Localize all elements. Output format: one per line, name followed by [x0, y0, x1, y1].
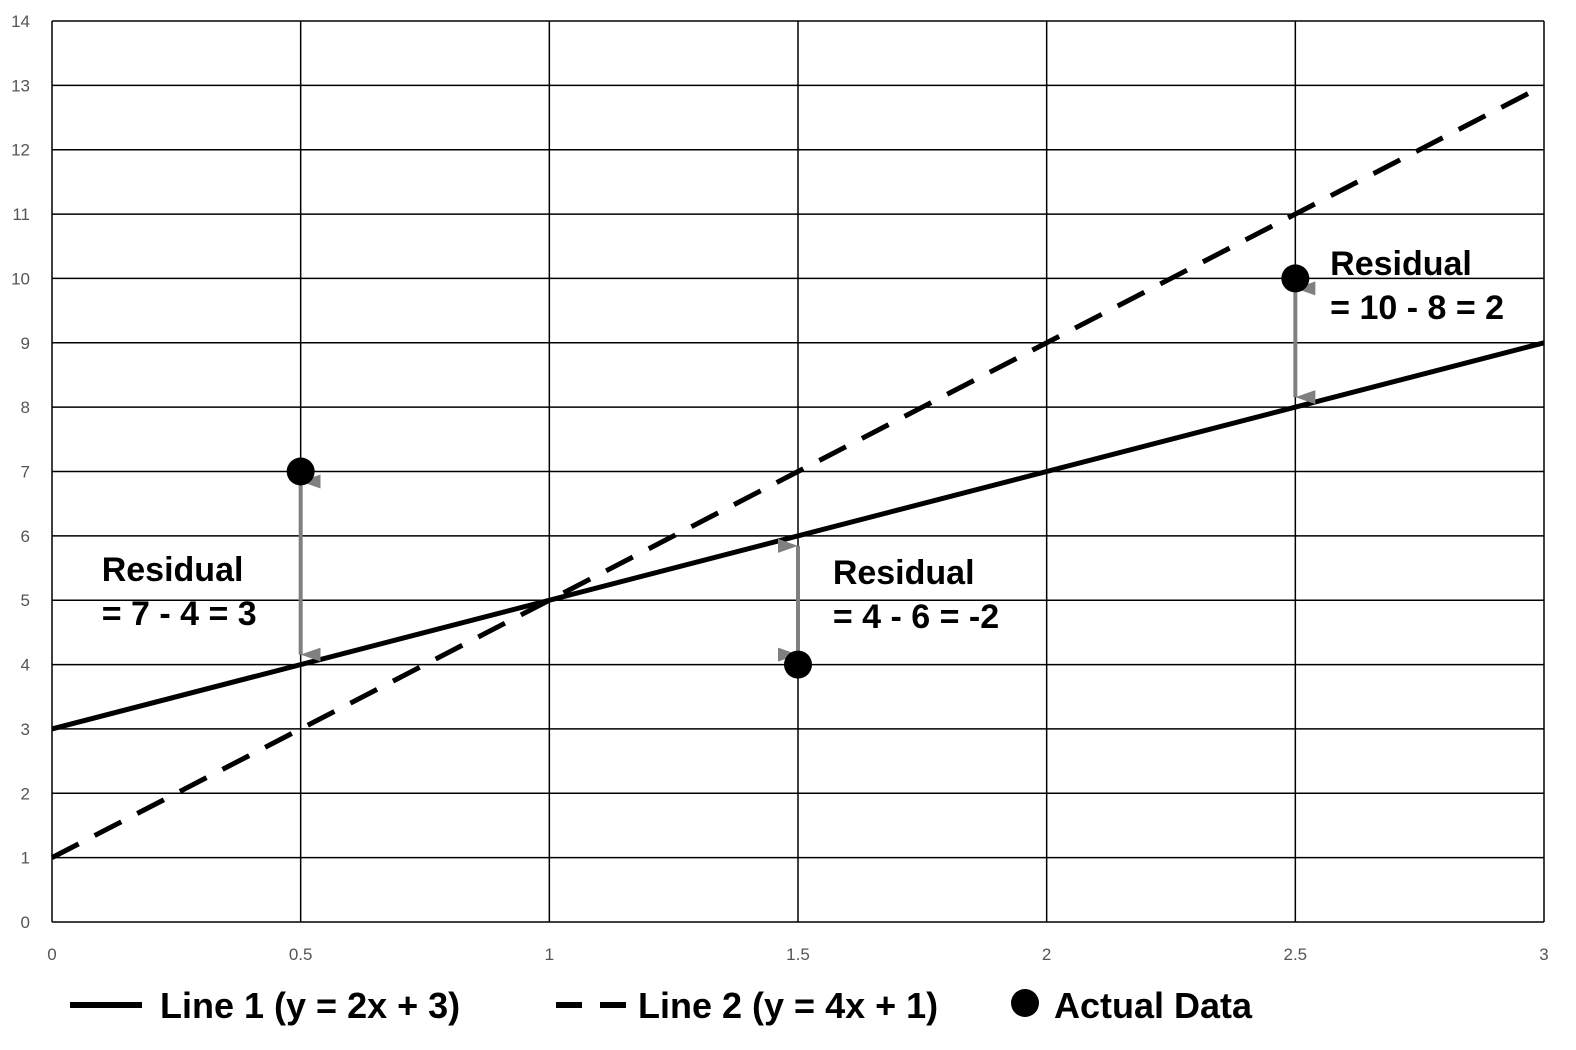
- y-tick-label: 13: [11, 76, 30, 95]
- y-tick-label: 10: [11, 269, 30, 288]
- residual-arrows: [298, 281, 1316, 662]
- y-tick-label: 7: [21, 463, 30, 482]
- data-point: [784, 650, 812, 679]
- series-line-2: [50, 83, 1546, 860]
- y-tick-label: 1: [21, 849, 30, 868]
- legend-swatch-actual-data: [1011, 989, 1039, 1017]
- y-tick-label: 2: [21, 784, 30, 803]
- y-tick-label: 12: [11, 141, 30, 160]
- y-tick-label: 6: [21, 527, 30, 546]
- y-tick-label: 3: [21, 720, 30, 739]
- x-tick-label: 2.5: [1284, 945, 1308, 964]
- data-point: [1281, 264, 1310, 293]
- x-tick-label: 1: [545, 945, 554, 964]
- residual-label-2-line-1: Residual: [833, 554, 975, 592]
- residual-label-1-line-2: = 7 - 4 = 3: [102, 595, 257, 633]
- residual-label-3-line-2: = 10 - 8 = 2: [1330, 289, 1504, 327]
- x-tick-label: 3: [1539, 945, 1548, 964]
- y-tick-label: 14: [11, 12, 30, 31]
- legend-label-line-2: Line 2 (y = 4x + 1): [638, 985, 938, 1026]
- residual-label-2-line-2: = 4 - 6 = -2: [833, 598, 999, 636]
- y-tick-label: 0: [21, 913, 30, 932]
- y-tick-label: 5: [21, 591, 30, 610]
- x-tick-label: 1.5: [786, 945, 810, 964]
- annotations: Residual = 7 - 4 = 3 Residual = 4 - 6 = -2 R…: [102, 245, 1504, 636]
- legend-label-actual-data: Actual Data: [1054, 985, 1253, 1026]
- y-tick-label: 8: [21, 398, 30, 417]
- legend-label-line-1: Line 1 (y = 2x + 3): [160, 985, 460, 1026]
- residual-label-3-line-1: Residual: [1330, 245, 1472, 283]
- data-point: [286, 457, 315, 486]
- data-points: [286, 264, 1310, 679]
- x-tick-label: 0: [47, 945, 56, 964]
- y-tick-label: 9: [21, 334, 30, 353]
- x-tick-label: 2: [1042, 945, 1051, 964]
- series: [50, 83, 1546, 860]
- legend: Line 1 (y = 2x + 3) Line 2 (y = 4x + 1) Ac…: [70, 985, 1253, 1026]
- residual-label-1-line-1: Residual: [102, 551, 244, 589]
- series-line-1: [51, 340, 1545, 732]
- x-tick-label: 0.5: [289, 945, 313, 964]
- y-tick-label: 4: [21, 656, 30, 675]
- y-tick-label: 11: [12, 205, 30, 224]
